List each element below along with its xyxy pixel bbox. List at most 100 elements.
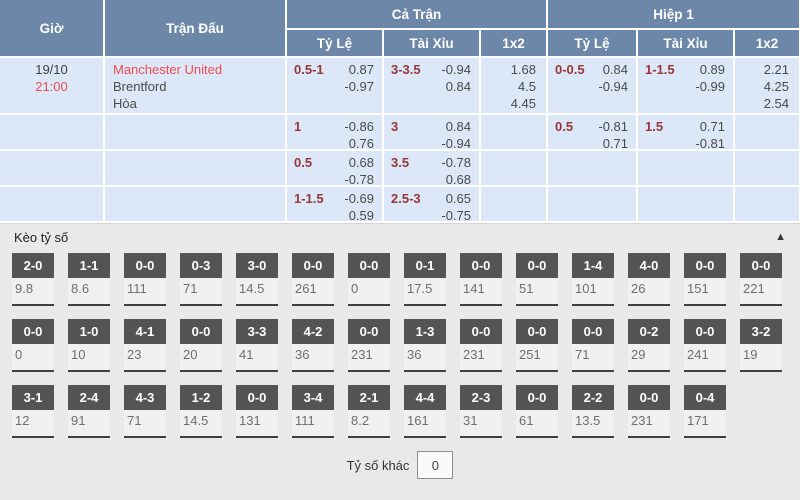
handicap-line: 0.5-1 xyxy=(294,62,324,77)
score-odds-cell[interactable]: 0-0 131 xyxy=(236,385,278,438)
score-odds-cell[interactable]: 3-4 111 xyxy=(292,385,334,438)
odds-value[interactable]: 4.5 xyxy=(517,78,536,94)
odds-value[interactable]: 0.84 xyxy=(445,78,471,94)
odds-value[interactable]: 1.68 xyxy=(510,62,536,77)
score-odds-cell[interactable]: 0-0 231 xyxy=(348,319,390,372)
score-odds-cell[interactable]: 0-0 0 xyxy=(12,319,54,372)
score-label: 0-0 xyxy=(348,319,390,344)
odds-value[interactable]: -0.94 xyxy=(598,78,628,94)
score-label: 1-1 xyxy=(68,253,110,278)
score-odds-cell[interactable]: 1-4 101 xyxy=(572,253,614,306)
score-odds-value: 12 xyxy=(12,410,54,438)
score-label: 0-0 xyxy=(12,319,54,344)
score-odds-value: 71 xyxy=(572,344,614,372)
score-odds-cell[interactable]: 4-1 23 xyxy=(124,319,166,372)
score-odds-cell[interactable]: 1-3 36 xyxy=(404,319,446,372)
score-odds-cell[interactable]: 3-1 12 xyxy=(12,385,54,438)
score-odds-cell[interactable]: 4-3 71 xyxy=(124,385,166,438)
odds-value[interactable]: -0.99 xyxy=(695,78,725,94)
score-odds-cell[interactable]: 1-2 14.5 xyxy=(180,385,222,438)
score-label: 0-0 xyxy=(628,385,670,410)
odds-value[interactable]: -0.86 xyxy=(344,119,374,134)
score-odds-cell[interactable]: 0-4 171 xyxy=(684,385,726,438)
odds-value[interactable]: 0.71 xyxy=(602,135,628,151)
score-odds-value: 13.5 xyxy=(572,410,614,438)
score-odds-cell[interactable]: 0-0 51 xyxy=(516,253,558,306)
other-score-box[interactable]: 0 xyxy=(417,451,454,479)
score-odds-cell[interactable]: 0-0 151 xyxy=(684,253,726,306)
odds-value[interactable]: 0.59 xyxy=(348,207,374,223)
score-label: 0-0 xyxy=(180,319,222,344)
odds-value[interactable]: -0.78 xyxy=(344,171,374,187)
score-odds-cell[interactable]: 2-2 13.5 xyxy=(572,385,614,438)
score-odds-cell[interactable]: 2-0 9.8 xyxy=(12,253,54,306)
score-odds-cell[interactable]: 0-0 141 xyxy=(460,253,502,306)
score-odds-value: 17.5 xyxy=(404,278,446,306)
score-odds-cell[interactable]: 0-0 0 xyxy=(348,253,390,306)
score-odds-cell[interactable]: 0-0 20 xyxy=(180,319,222,372)
odds-values: 0.84 -0.94 xyxy=(441,119,471,151)
score-odds-cell[interactable]: 0-0 241 xyxy=(684,319,726,372)
score-odds-cell[interactable]: 2-3 31 xyxy=(460,385,502,438)
header-h1-1x2: 1x2 xyxy=(735,30,799,56)
score-odds-cell[interactable]: 4-0 26 xyxy=(628,253,670,306)
score-odds-cell[interactable]: 0-0 251 xyxy=(516,319,558,372)
score-odds-cell[interactable]: 0-0 261 xyxy=(292,253,334,306)
score-odds-cell[interactable]: 0-3 71 xyxy=(180,253,222,306)
odds-value[interactable]: 0.84 xyxy=(445,119,471,134)
score-odds-cell[interactable]: 0-0 221 xyxy=(740,253,782,306)
score-odds-cell[interactable]: 2-4 91 xyxy=(68,385,110,438)
h1-1x2-cell xyxy=(735,115,799,149)
odds-value[interactable]: -0.81 xyxy=(695,135,725,151)
ft-handicap-cell: 1-1.5 -0.69 0.59 xyxy=(287,187,382,223)
odds-value[interactable]: 2.21 xyxy=(763,62,789,77)
score-label: 0-0 xyxy=(460,319,502,344)
score-odds-cell[interactable]: 3-2 19 xyxy=(740,319,782,372)
odds-value[interactable]: 0.84 xyxy=(602,62,628,77)
odds-value[interactable]: 0.68 xyxy=(445,171,471,187)
score-odds-cell[interactable]: 0-0 231 xyxy=(460,319,502,372)
score-odds-cell[interactable]: 0-0 71 xyxy=(572,319,614,372)
score-odds-cell[interactable]: 4-4 161 xyxy=(404,385,446,438)
score-odds-cell[interactable]: 0-0 61 xyxy=(516,385,558,438)
score-odds-value: 131 xyxy=(236,410,278,438)
collapse-arrow-icon[interactable]: ▲ xyxy=(775,231,786,243)
odds-value[interactable]: -0.75 xyxy=(441,207,471,223)
odds-value[interactable]: 4.45 xyxy=(510,95,536,111)
odds-value[interactable]: 0.89 xyxy=(699,62,725,77)
score-odds-cell[interactable]: 4-2 36 xyxy=(292,319,334,372)
score-label: 0-0 xyxy=(292,253,334,278)
h1-handicap-cell: 0.5 -0.81 0.71 xyxy=(548,115,636,151)
odds-value[interactable]: 2.54 xyxy=(763,95,789,111)
score-odds-cell[interactable]: 0-2 29 xyxy=(628,319,670,372)
score-odds-cell[interactable]: 0-0 231 xyxy=(628,385,670,438)
odds-value[interactable]: 0.71 xyxy=(699,119,725,134)
score-odds-cell[interactable]: 0-1 17.5 xyxy=(404,253,446,306)
score-odds-cell[interactable]: 3-3 41 xyxy=(236,319,278,372)
odds-value[interactable]: -0.81 xyxy=(598,119,628,134)
odds-value[interactable]: -0.97 xyxy=(344,78,374,94)
score-label: 0-0 xyxy=(516,253,558,278)
odds-value[interactable]: -0.94 xyxy=(441,135,471,151)
score-odds-cell[interactable]: 2-1 8.2 xyxy=(348,385,390,438)
odds-value[interactable]: -0.94 xyxy=(441,62,471,77)
odds-value[interactable]: 0.68 xyxy=(348,155,374,170)
score-odds-cell[interactable]: 1-1 8.6 xyxy=(68,253,110,306)
score-odds-cell[interactable]: 1-0 10 xyxy=(68,319,110,372)
score-odds-cell[interactable]: 3-0 14.5 xyxy=(236,253,278,306)
correct-score-header[interactable]: Kèo tỷ số ▲ xyxy=(0,224,800,250)
score-label: 0-0 xyxy=(516,319,558,344)
odds-value[interactable]: 0.87 xyxy=(348,62,374,77)
over-under-line: 3 xyxy=(391,119,399,134)
odds-value[interactable]: -0.78 xyxy=(441,155,471,170)
score-odds-cell[interactable]: 0-0 111 xyxy=(124,253,166,306)
score-label: 3-1 xyxy=(12,385,54,410)
h1-1x2-cell: 2.21 4.25 2.54 xyxy=(735,58,799,113)
odds-value[interactable]: 4.25 xyxy=(763,78,789,94)
score-label: 1-4 xyxy=(572,253,614,278)
odds-value[interactable]: 0.76 xyxy=(348,135,374,151)
odds-value[interactable]: 0.65 xyxy=(445,191,471,206)
score-grid: 2-0 9.8 1-1 8.6 0-0 111 0-3 71 3-0 14.5 0-0 261 0-0 0… xyxy=(0,250,800,438)
odds-values: 0.65 -0.75 xyxy=(441,191,471,223)
odds-value[interactable]: -0.69 xyxy=(344,191,374,206)
